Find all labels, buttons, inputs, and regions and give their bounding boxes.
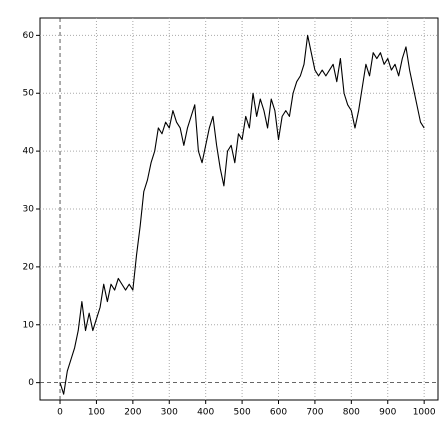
y-tick-label: 20 (23, 262, 35, 272)
data-line (59, 34, 425, 395)
x-tick-label: 200 (124, 408, 141, 418)
x-tick-label: 1000 (413, 408, 436, 418)
x-tick-label: 800 (343, 408, 360, 418)
x-tick-label: 100 (88, 408, 105, 418)
x-tick-label: 0 (57, 408, 63, 418)
x-tick-label: 300 (161, 408, 178, 418)
y-tick-label: 10 (23, 320, 35, 330)
x-tick-label: 900 (379, 408, 396, 418)
x-tick-label: 400 (197, 408, 214, 418)
y-tick-label: 60 (23, 31, 35, 41)
y-tick-label: 50 (23, 89, 35, 99)
y-tick-label: 30 (23, 205, 35, 215)
x-tick-label: 600 (270, 408, 287, 418)
x-tick-label: 500 (234, 408, 251, 418)
y-tick-label: 40 (23, 147, 35, 157)
x-tick-label: 700 (306, 408, 323, 418)
y-tick-label: 0 (28, 378, 34, 388)
